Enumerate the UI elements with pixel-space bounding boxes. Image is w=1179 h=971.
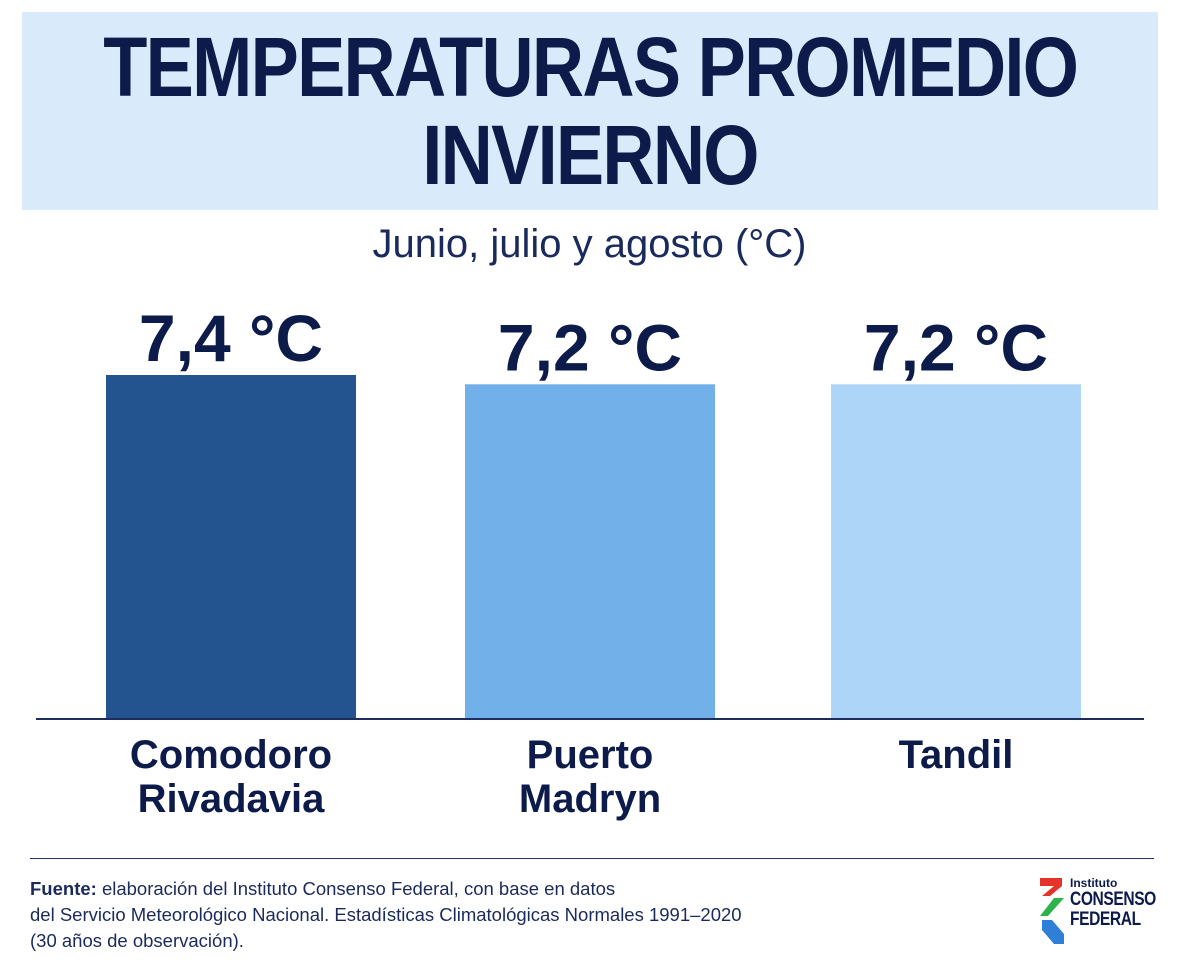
source-line-3: (30 años de observación).	[30, 930, 244, 951]
source-label: Fuente:	[30, 878, 97, 899]
logo-text: Instituto CONSENSO FEDERAL	[1070, 876, 1175, 930]
logo-line-3: FEDERAL	[1070, 909, 1141, 930]
logo-line-2: CONSENSO	[1070, 889, 1156, 910]
source-line-2: del Servicio Meteorológico Nacional. Est…	[30, 904, 742, 925]
title-banner: TEMPERATURAS PROMEDIO INVIERNO	[22, 12, 1158, 210]
chart-title-line-1: TEMPERATURAS PROMEDIO	[103, 20, 1079, 114]
data-label-2: 7,2 °C	[864, 310, 1048, 384]
bar-1	[465, 384, 715, 719]
chart-title-line-2: INVIERNO	[422, 108, 759, 202]
logo-mark-icon	[1040, 878, 1064, 944]
category-label-1-line-1: Madryn	[519, 777, 661, 821]
bar-0	[106, 375, 356, 719]
chart-subtitle: Junio, julio y agosto (°C)	[372, 222, 807, 266]
category-label-0-line-1: Rivadavia	[138, 777, 326, 821]
data-label-0: 7,4 °C	[139, 301, 323, 375]
footer-divider	[30, 858, 1154, 859]
category-label-2-line-0: Tandil	[899, 733, 1014, 777]
data-label-1: 7,2 °C	[498, 310, 682, 384]
source-note: Fuente: elaboración del Instituto Consen…	[30, 876, 790, 954]
bar-2	[831, 384, 1081, 719]
source-line-1: elaboración del Instituto Consenso Feder…	[96, 878, 616, 899]
logo-line-1: Instituto	[1070, 876, 1118, 890]
consenso-federal-logo: Instituto CONSENSO FEDERAL	[1036, 872, 1166, 950]
category-label-0-line-0: Comodoro	[130, 733, 332, 777]
category-label-1-line-0: Puerto	[527, 733, 654, 777]
